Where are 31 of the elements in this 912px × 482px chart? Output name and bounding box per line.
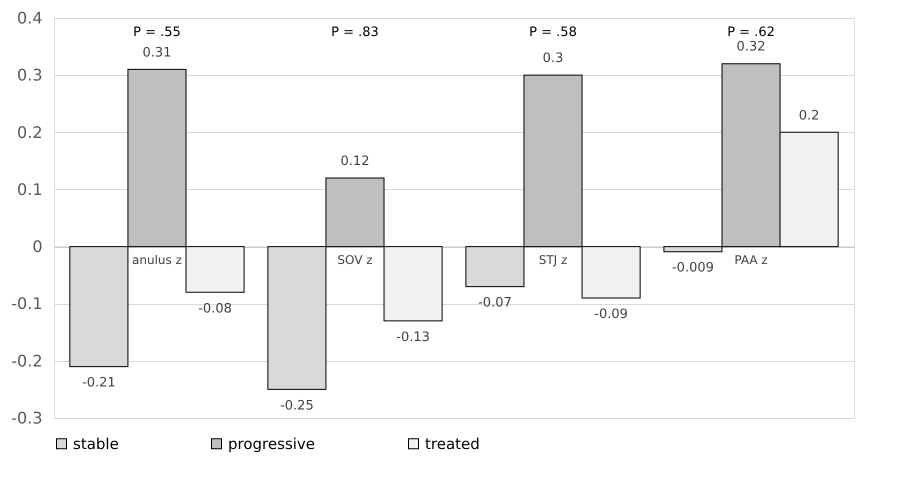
annotation: P = .55 [133, 25, 181, 40]
legend-label: treated [425, 434, 480, 453]
y-tick-label: 0.4 [17, 8, 42, 28]
x-tick-label: anulus z [132, 253, 182, 268]
annotation: P = .62 [727, 25, 775, 40]
data-label: 0.32 [736, 40, 766, 55]
data-label: -0.21 [82, 376, 116, 391]
y-tick-label: -0.3 [11, 408, 42, 428]
y-tick-label: -0.1 [11, 294, 42, 314]
x-tick-label: SOV z [337, 253, 373, 268]
y-tick-label: -0.2 [11, 351, 42, 370]
data-label: 0.2 [798, 108, 820, 124]
data-label: 0.12 [340, 154, 370, 169]
data-label: 0.3 [542, 51, 564, 66]
data-label: -0.08 [198, 301, 232, 316]
data-label: 0.31 [142, 45, 172, 60]
y-tick-label: 0 [32, 237, 42, 256]
annotation: P = .58 [529, 25, 577, 40]
annotation: P = .83 [331, 25, 379, 40]
data-label: -0.25 [280, 398, 314, 414]
data-label: -0.13 [396, 330, 430, 345]
data-label: -0.009 [672, 260, 714, 276]
y-tick-label: 0.3 [17, 66, 42, 85]
legend-label: stable [73, 434, 119, 453]
x-tick-label: STJ z [538, 253, 568, 268]
legend-label: progressive [228, 434, 316, 453]
y-tick-label: 0.1 [17, 180, 42, 199]
data-label: -0.07 [478, 296, 512, 311]
x-tick-label: PAA z [734, 253, 768, 268]
y-tick-label: 0.2 [17, 122, 42, 142]
data-label: -0.09 [594, 307, 628, 322]
